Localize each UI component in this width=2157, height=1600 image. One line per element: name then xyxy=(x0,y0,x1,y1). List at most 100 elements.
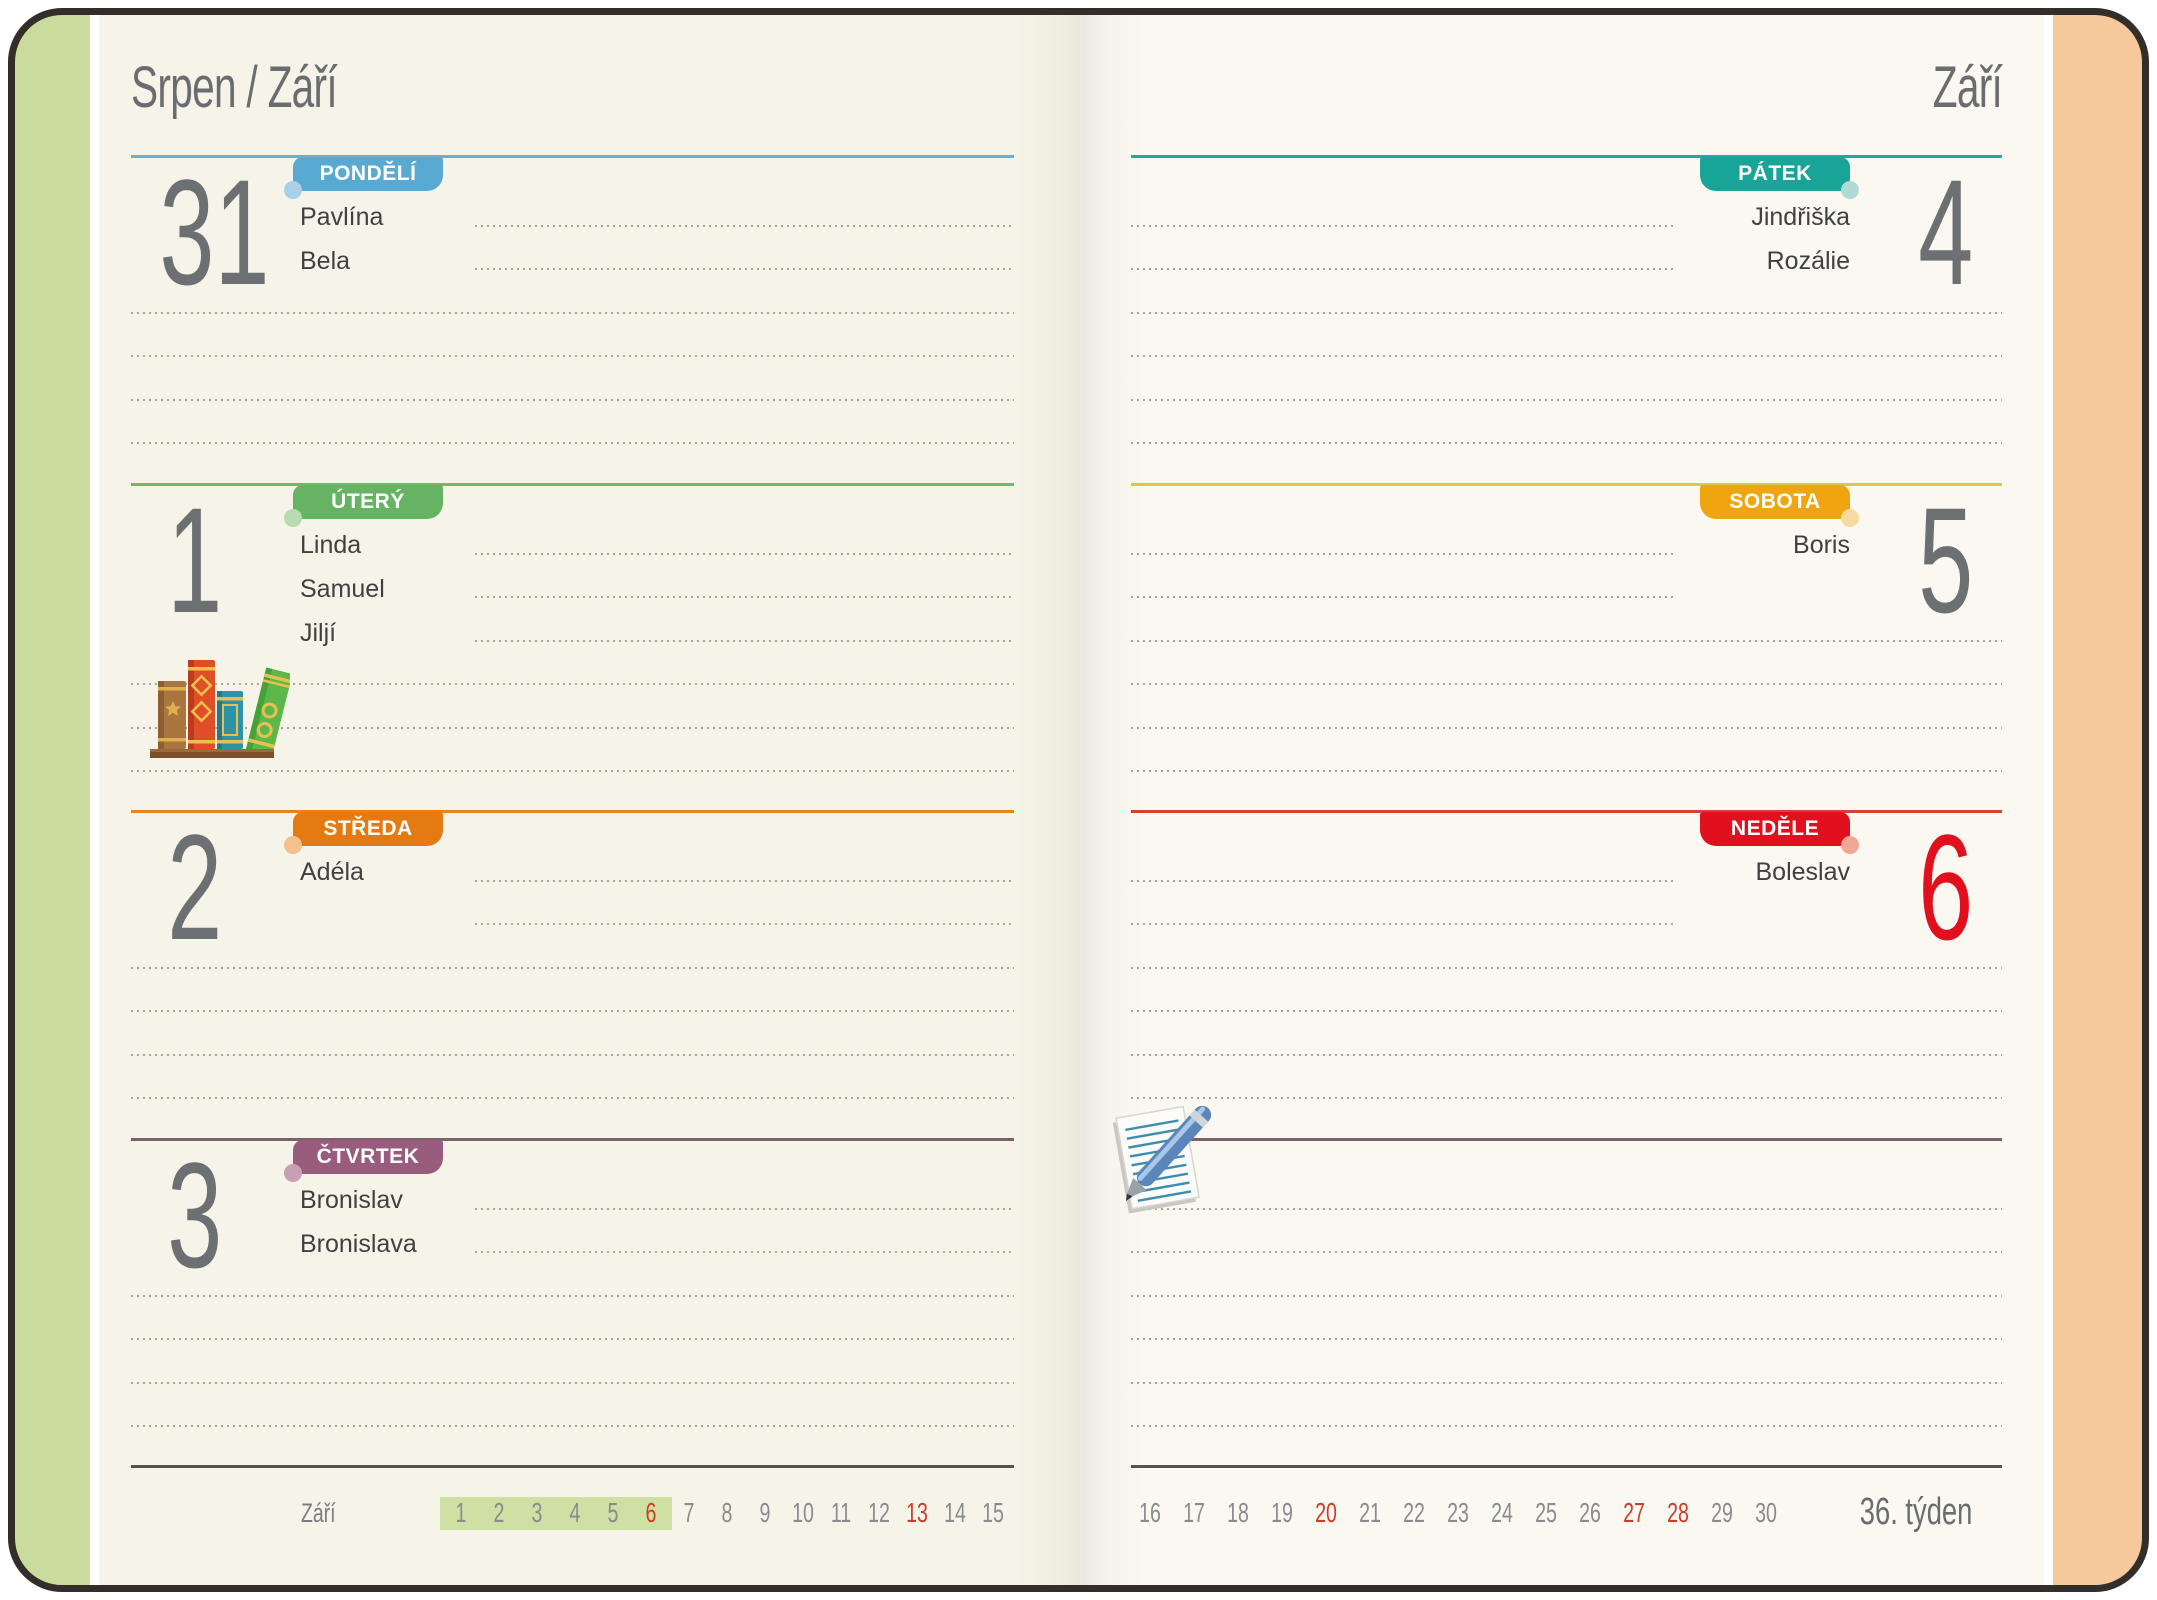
day-separator-line xyxy=(1131,810,2002,813)
calendar-day-10[interactable]: 10 xyxy=(792,1497,814,1528)
day-number: 2 xyxy=(167,803,223,971)
writing-line xyxy=(1131,355,2002,357)
writing-line xyxy=(475,923,1014,925)
writing-line xyxy=(131,312,1014,314)
nameday-list: Boris xyxy=(1430,523,1850,567)
calendar-day-4[interactable]: 4 xyxy=(569,1497,581,1528)
day-number: 31 xyxy=(159,148,270,316)
day-tab-saturday[interactable]: SOBOTA xyxy=(1700,485,1850,519)
calendar-day-29[interactable]: 29 xyxy=(1711,1497,1733,1528)
calendar-day-12[interactable]: 12 xyxy=(868,1497,890,1528)
writing-line xyxy=(131,1425,1014,1427)
day-separator-line xyxy=(131,810,1014,813)
calendar-day-9[interactable]: 9 xyxy=(759,1497,771,1528)
mini-calendar-month-label: Září xyxy=(301,1498,336,1528)
calendar-day-25[interactable]: 25 xyxy=(1535,1497,1557,1528)
writing-line xyxy=(475,268,1014,270)
calendar-day-21[interactable]: 21 xyxy=(1359,1497,1381,1528)
calendar-day-16[interactable]: 16 xyxy=(1139,1497,1161,1528)
writing-line xyxy=(131,770,1014,772)
writing-lines xyxy=(1131,810,2002,1142)
day-tab-label: STŘEDA xyxy=(323,817,413,840)
week-number-label: 36. týden xyxy=(1859,1491,1972,1533)
nameday: Bronislava xyxy=(300,1230,417,1258)
calendar-day-11[interactable]: 11 xyxy=(830,1497,852,1528)
day-separator-line xyxy=(131,483,1014,486)
writing-line xyxy=(1131,312,2002,314)
nameday-list: Linda Samuel Jiljí xyxy=(300,523,720,655)
writing-lines xyxy=(1131,1138,2002,1470)
calendar-day-13[interactable]: 13 xyxy=(906,1497,928,1528)
left-page-title: Srpen / Září xyxy=(131,55,338,120)
writing-line xyxy=(475,225,1014,227)
day-tab-sunday[interactable]: NEDĚLE xyxy=(1700,812,1850,846)
writing-line xyxy=(1131,967,2002,969)
mini-calendar-16-30: 16 17 18 19 20 21 22 23 24 25 26 27 28 29 30 36. týden xyxy=(1131,1492,2002,1532)
left-page-footer-line xyxy=(131,1465,1014,1468)
writing-line xyxy=(131,1295,1014,1297)
nameday: Samuel xyxy=(300,575,385,603)
calendar-day-14[interactable]: 14 xyxy=(944,1497,966,1528)
calendar-day-2[interactable]: 2 xyxy=(493,1497,505,1528)
calendar-day-20[interactable]: 20 xyxy=(1315,1497,1337,1528)
writing-lines xyxy=(131,1138,1014,1470)
day-tab-wednesday[interactable]: STŘEDA xyxy=(293,812,443,846)
calendar-day-30[interactable]: 30 xyxy=(1755,1497,1777,1528)
writing-line xyxy=(1131,1338,2002,1340)
day-tab-friday[interactable]: PÁTEK xyxy=(1700,157,1850,191)
tab-dot xyxy=(284,1164,302,1182)
nameday-list: Boleslav xyxy=(1430,850,1851,894)
nameday: Bela xyxy=(300,247,351,275)
day-tab-tuesday[interactable]: ÚTERÝ xyxy=(293,485,443,519)
calendar-day-15[interactable]: 15 xyxy=(982,1497,1004,1528)
day-section-thursday: ČTVRTEK 3 Bronislav Bronislava xyxy=(131,1138,1014,1470)
tab-dot xyxy=(284,509,302,527)
calendar-day-28[interactable]: 28 xyxy=(1667,1497,1689,1528)
mini-calendar-1-15: Září 1 2 3 4 5 6 7 8 9 10 11 12 13 14 15 xyxy=(131,1496,1014,1530)
right-page-title: Září xyxy=(1932,55,2003,120)
mini-calendar-days: 16 17 18 19 20 21 22 23 24 25 26 27 28 29 30 xyxy=(1128,1496,1788,1535)
calendar-day-19[interactable]: 19 xyxy=(1271,1497,1293,1528)
nameday-list: Bronislav Bronislava xyxy=(300,1178,720,1266)
notes-separator-line xyxy=(1131,1138,2002,1141)
calendar-day-22[interactable]: 22 xyxy=(1403,1497,1425,1528)
mini-calendar-days: 1 2 3 4 5 6 7 8 9 10 11 12 13 14 15 xyxy=(442,1496,1012,1535)
writing-line xyxy=(131,1010,1014,1012)
day-tab-monday[interactable]: PONDĚLÍ xyxy=(293,157,443,191)
day-number: 1 xyxy=(167,476,223,644)
calendar-day-6[interactable]: 6 xyxy=(645,1497,657,1528)
calendar-day-8[interactable]: 8 xyxy=(721,1497,733,1528)
writing-line xyxy=(1131,596,1676,598)
writing-line xyxy=(131,1338,1014,1340)
day-tab-thursday[interactable]: ČTVRTEK xyxy=(293,1140,443,1174)
calendar-day-18[interactable]: 18 xyxy=(1227,1497,1249,1528)
calendar-day-27[interactable]: 27 xyxy=(1623,1497,1645,1528)
calendar-day-7[interactable]: 7 xyxy=(683,1497,695,1528)
nameday: Linda xyxy=(300,531,362,559)
writing-line xyxy=(131,355,1014,357)
right-page xyxy=(1080,8,2149,1592)
writing-line xyxy=(131,967,1014,969)
writing-line xyxy=(1131,442,2002,444)
calendar-day-24[interactable]: 24 xyxy=(1491,1497,1513,1528)
day-separator-line xyxy=(1131,483,2002,486)
calendar-day-3[interactable]: 3 xyxy=(531,1497,543,1528)
calendar-day-17[interactable]: 17 xyxy=(1183,1497,1205,1528)
nameday: Bronislav xyxy=(300,1186,403,1214)
writing-line xyxy=(131,442,1014,444)
nameday-list: Adéla xyxy=(300,850,720,894)
calendar-day-5[interactable]: 5 xyxy=(607,1497,619,1528)
day-tab-label: ÚTERÝ xyxy=(331,490,405,513)
calendar-day-26[interactable]: 26 xyxy=(1579,1497,1601,1528)
tab-dot xyxy=(284,836,302,854)
calendar-day-1[interactable]: 1 xyxy=(455,1497,467,1528)
current-week-highlight xyxy=(440,1497,672,1530)
calendar-day-23[interactable]: 23 xyxy=(1447,1497,1469,1528)
nameday-list: Jindřiška Rozálie xyxy=(1430,195,1850,283)
writing-line xyxy=(1131,1251,2002,1253)
day-tab-label: ČTVRTEK xyxy=(316,1145,420,1168)
day-tab-label: SOBOTA xyxy=(1729,490,1821,513)
writing-lines xyxy=(131,483,1014,815)
writing-line xyxy=(1131,727,2002,729)
tab-dot xyxy=(1841,836,1859,854)
